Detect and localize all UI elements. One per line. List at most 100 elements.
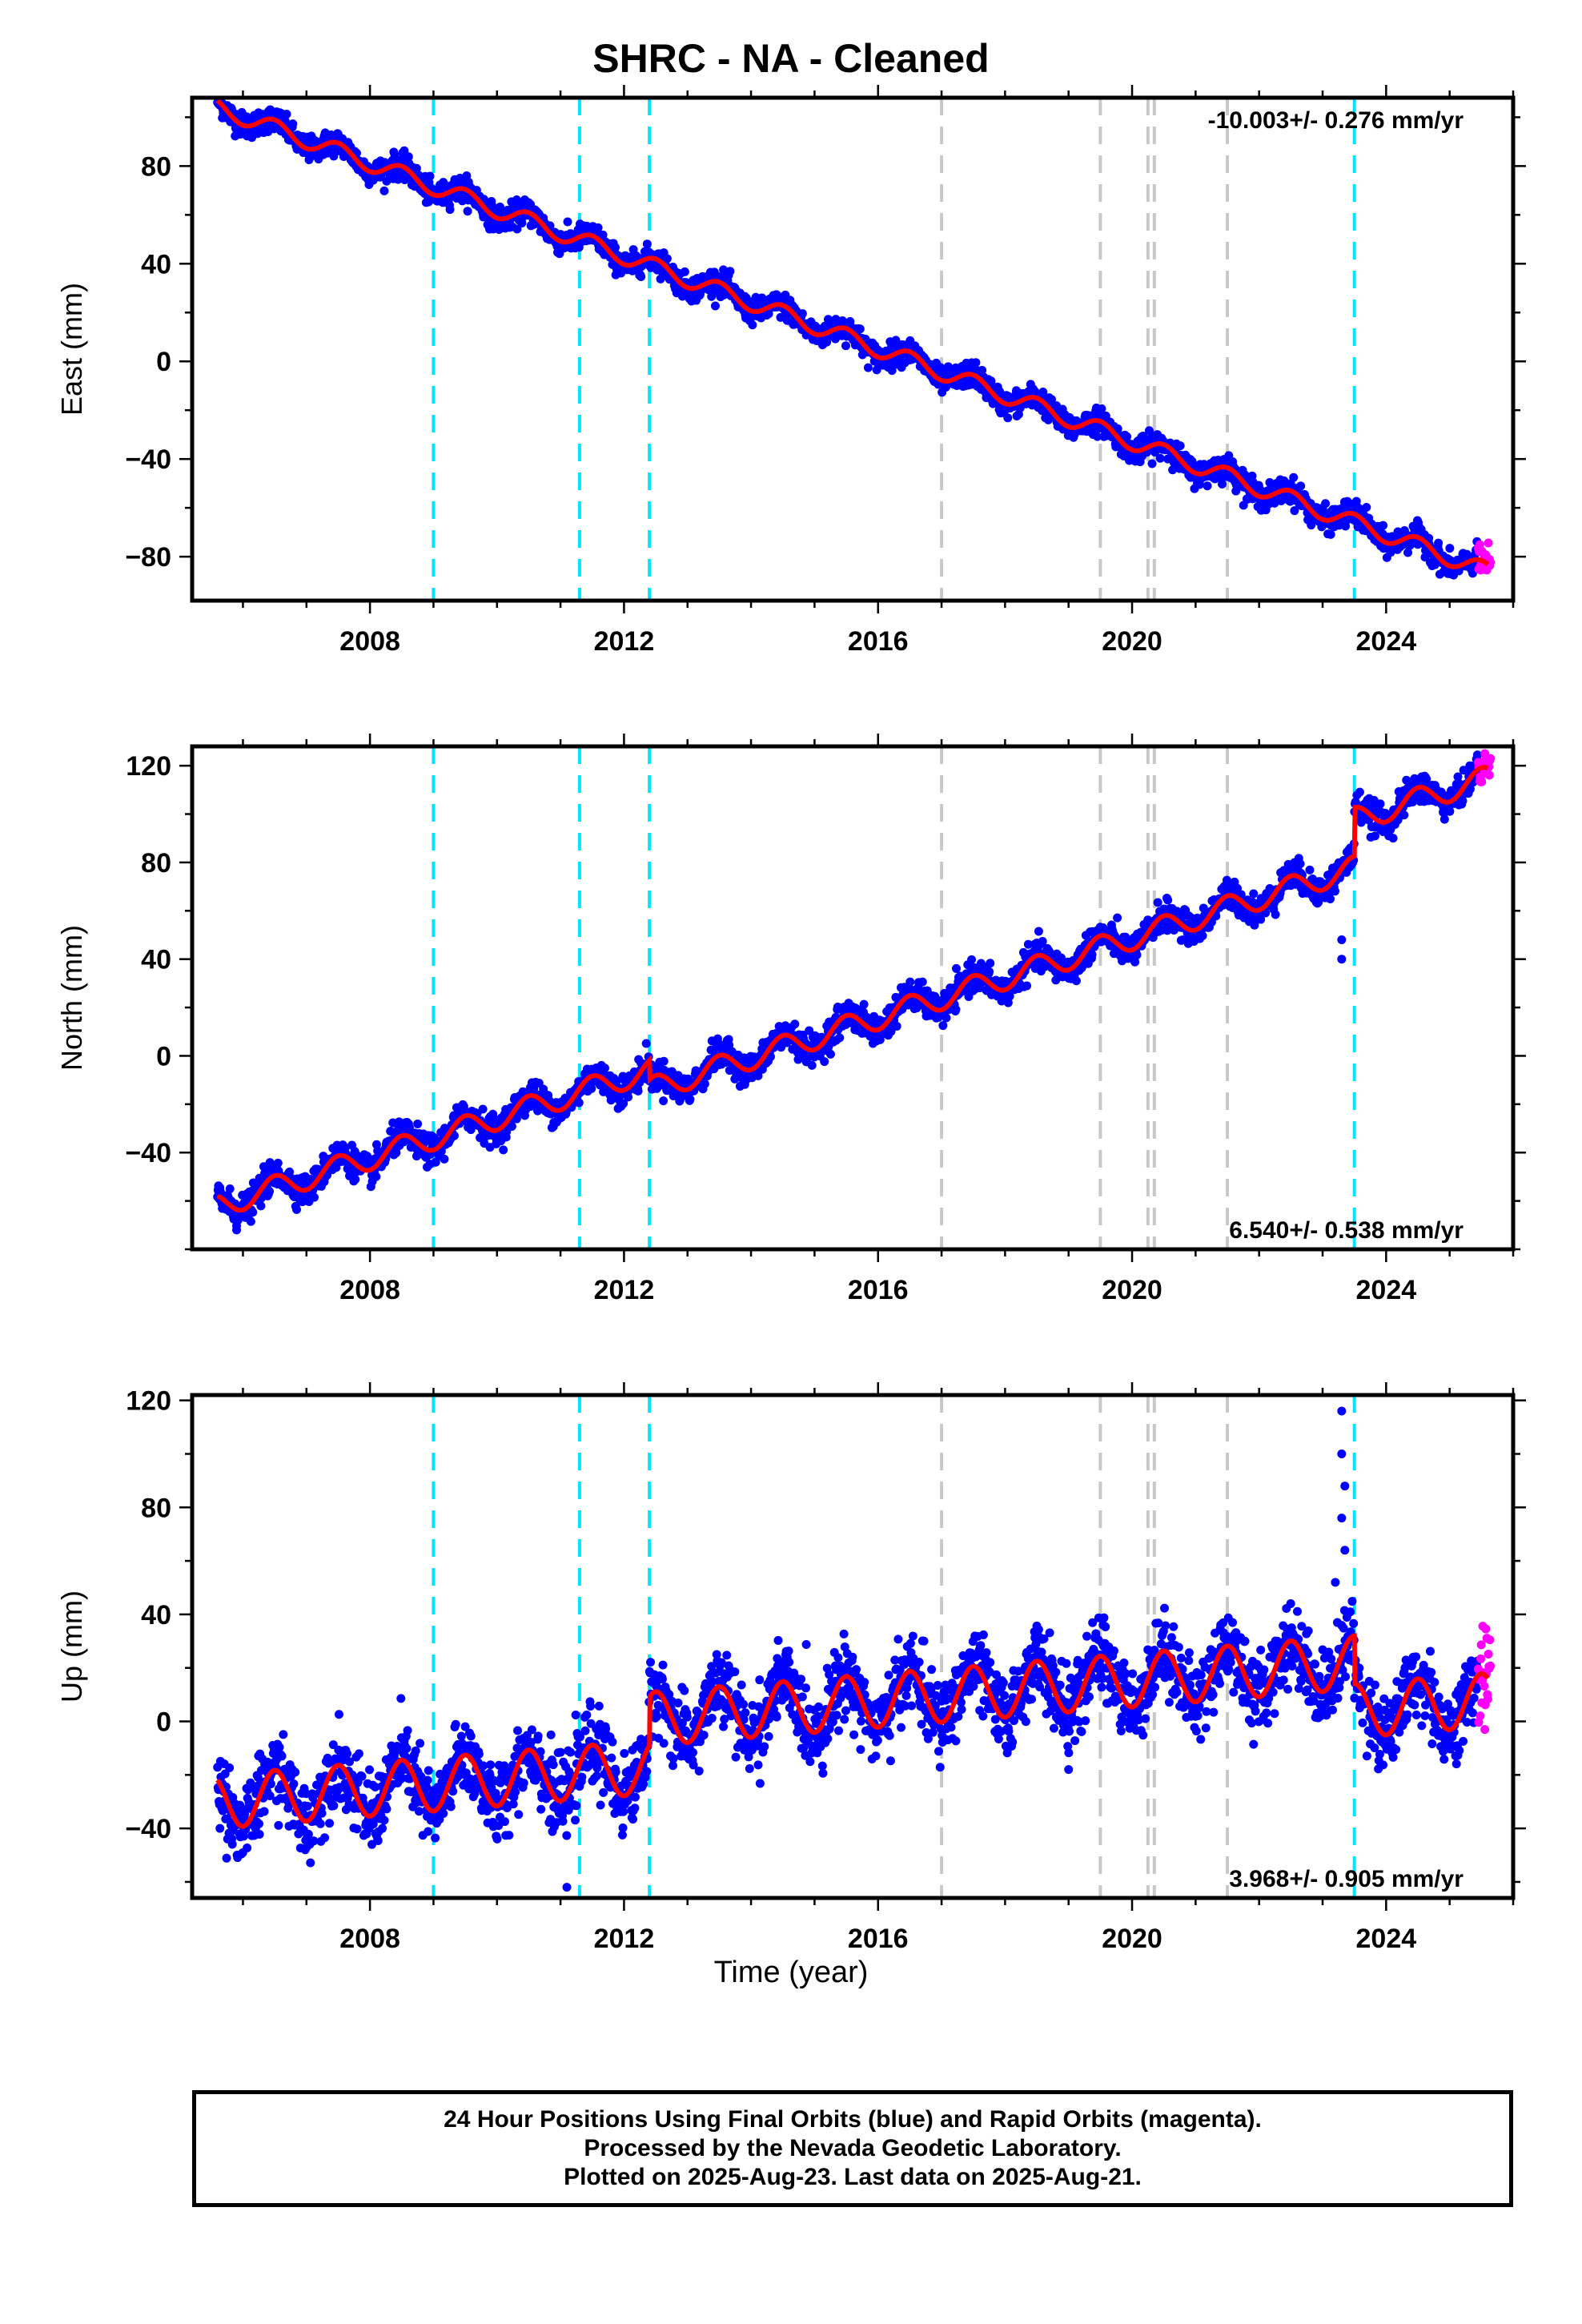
north-data-point bbox=[835, 1033, 845, 1043]
east-data-point bbox=[1434, 538, 1443, 548]
east-data-point bbox=[593, 223, 603, 232]
east-data-point bbox=[1203, 481, 1212, 491]
north-data-point bbox=[659, 1096, 669, 1106]
north-data-point bbox=[507, 1121, 516, 1131]
east-x-tick-label: 2024 bbox=[1356, 626, 1417, 657]
north-data-point bbox=[1163, 895, 1173, 905]
north-data-point bbox=[256, 1201, 266, 1211]
north-data-point bbox=[930, 991, 940, 1001]
north-data-point bbox=[1249, 889, 1259, 899]
east-data-point bbox=[424, 197, 433, 207]
north-data-point bbox=[449, 1131, 459, 1140]
east-x-tick-label: 2012 bbox=[594, 626, 655, 657]
north-data-point bbox=[1071, 976, 1081, 986]
east-data-point bbox=[725, 267, 735, 276]
east-final-orbit-points bbox=[213, 98, 1483, 580]
north-data-point bbox=[246, 1216, 255, 1226]
east-rapid-point bbox=[1475, 540, 1484, 549]
north-data-point bbox=[331, 1163, 341, 1172]
north-data-point bbox=[641, 1039, 651, 1048]
north-data-point bbox=[807, 1060, 817, 1070]
east-data-point bbox=[841, 341, 850, 351]
north-data-point bbox=[985, 967, 994, 976]
east-data-point bbox=[748, 320, 757, 330]
north-data-point bbox=[624, 1092, 633, 1102]
north-data-point bbox=[1261, 908, 1271, 918]
north-data-point bbox=[259, 1162, 268, 1172]
north-data-point bbox=[986, 959, 995, 968]
north-data-point bbox=[265, 1187, 275, 1196]
north-data-point bbox=[938, 1021, 948, 1031]
north-data-point bbox=[1038, 937, 1047, 947]
north-data-point bbox=[386, 1126, 396, 1136]
east-data-point bbox=[1289, 472, 1299, 482]
east-data-point bbox=[636, 271, 646, 281]
north-data-point bbox=[619, 1099, 628, 1108]
east-data-point bbox=[642, 239, 652, 249]
east-data-point bbox=[1097, 404, 1106, 413]
east-data-point bbox=[282, 110, 291, 119]
north-data-point bbox=[659, 1056, 669, 1066]
east-data-point bbox=[404, 152, 413, 162]
north-data-point bbox=[499, 1145, 508, 1155]
east-data-point bbox=[680, 267, 689, 276]
north-data-point bbox=[825, 1049, 835, 1059]
east-data-point bbox=[412, 163, 421, 173]
east-y-tick-label: −40 bbox=[125, 444, 171, 475]
north-final-orbit-points bbox=[213, 750, 1483, 1235]
east-data-point bbox=[1296, 481, 1306, 491]
north-data-point bbox=[285, 1167, 295, 1176]
east-data-point bbox=[517, 218, 527, 227]
north-data-point bbox=[905, 977, 915, 987]
east-x-tick-label: 2016 bbox=[848, 626, 909, 657]
east-data-point bbox=[863, 363, 873, 372]
north-data-point bbox=[248, 1208, 258, 1217]
north-data-point bbox=[790, 1019, 800, 1029]
east-data-point bbox=[611, 243, 620, 252]
east-data-point bbox=[1290, 506, 1299, 516]
east-data-point bbox=[855, 324, 865, 334]
north-plot-area bbox=[213, 746, 1496, 1249]
east-rate-label: -10.003+/- 0.276 mm/yr bbox=[1208, 107, 1464, 134]
east-data-point bbox=[1046, 395, 1056, 404]
east-data-point bbox=[1326, 529, 1335, 539]
east-data-point bbox=[445, 205, 455, 215]
north-data-point bbox=[967, 955, 977, 964]
north-data-point bbox=[1132, 950, 1142, 959]
east-plot-area bbox=[213, 98, 1496, 601]
north-data-point bbox=[225, 1184, 235, 1193]
north-data-point bbox=[1256, 915, 1266, 924]
east-data-point bbox=[1155, 453, 1165, 463]
north-data-point bbox=[700, 1079, 709, 1088]
north-data-point bbox=[273, 1158, 283, 1168]
north-data-point bbox=[1271, 910, 1280, 919]
north-data-point bbox=[600, 1063, 609, 1073]
east-data-point bbox=[1168, 465, 1178, 475]
north-data-point bbox=[1034, 927, 1043, 936]
east-data-point bbox=[1217, 480, 1227, 489]
north-data-point bbox=[371, 1172, 381, 1181]
east-model-fit-line bbox=[215, 99, 1490, 569]
east-data-point bbox=[1003, 413, 1013, 423]
north-data-point bbox=[1087, 950, 1097, 959]
east-y-axis-label: East (mm) bbox=[55, 283, 88, 416]
east-frame bbox=[190, 95, 1516, 603]
north-data-point bbox=[391, 1148, 401, 1158]
north-data-point bbox=[574, 1098, 584, 1108]
east-data-point bbox=[425, 171, 435, 181]
north-data-point bbox=[413, 1119, 423, 1128]
east-data-point bbox=[463, 207, 472, 216]
east-data-point bbox=[1379, 521, 1388, 530]
east-x-tick-label: 2020 bbox=[1102, 626, 1162, 657]
north-data-point bbox=[859, 999, 869, 1009]
north-data-point bbox=[351, 1175, 360, 1184]
east-data-point bbox=[598, 230, 608, 239]
north-data-point bbox=[1023, 939, 1033, 949]
east-data-point bbox=[1362, 502, 1371, 512]
east-data-point bbox=[719, 265, 729, 275]
north-data-point bbox=[952, 963, 962, 973]
east-data-point bbox=[379, 186, 389, 195]
east-data-point bbox=[797, 309, 807, 319]
east-y-tick-label: −80 bbox=[125, 542, 171, 573]
